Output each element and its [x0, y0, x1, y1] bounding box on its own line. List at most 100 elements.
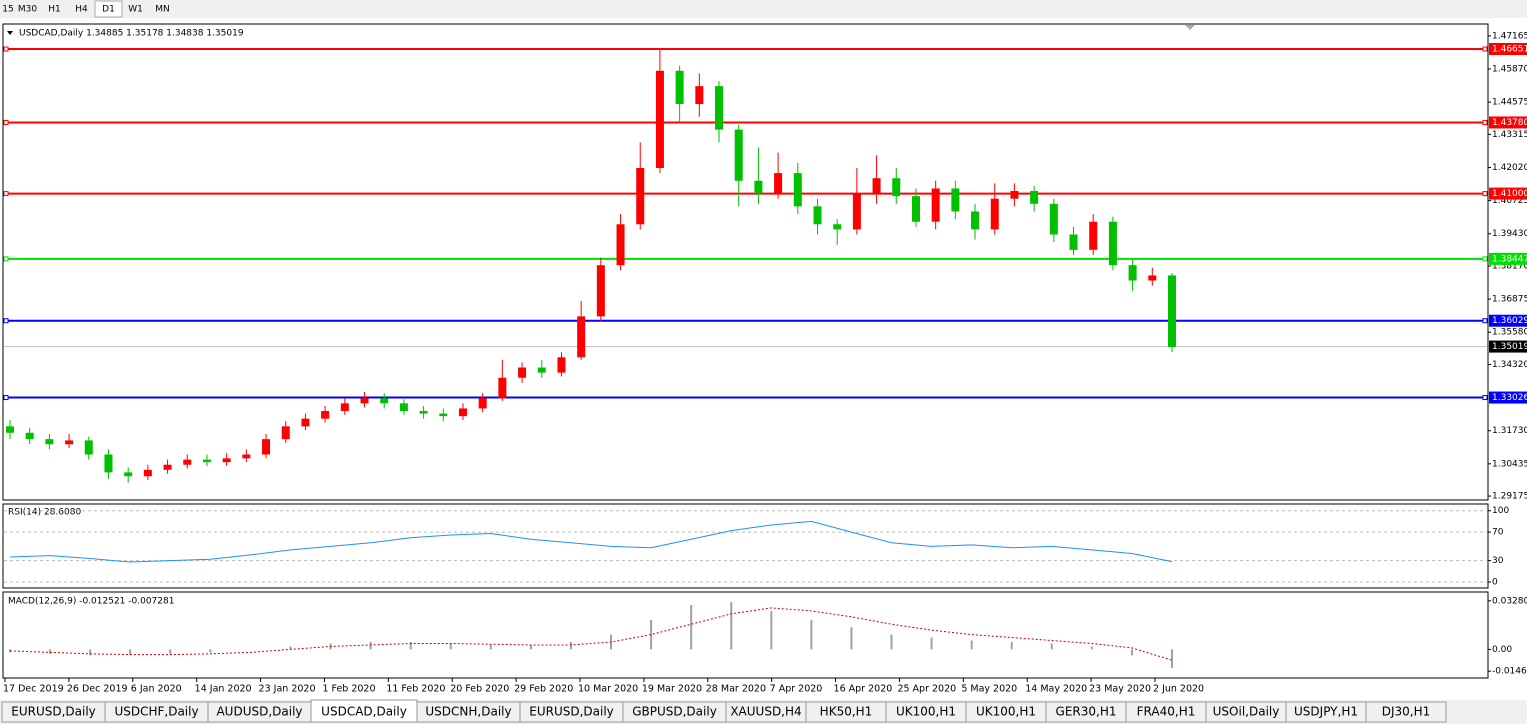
tab-label: EURUSD,Daily [11, 705, 96, 719]
x-tick-label: 7 Apr 2020 [770, 684, 823, 695]
chart-area [0, 18, 1527, 700]
x-tick-label: 17 Dec 2019 [3, 684, 64, 695]
x-tick-label: 25 Apr 2020 [897, 684, 956, 695]
x-tick-label: 2 Jun 2020 [1153, 684, 1204, 695]
candle-body [163, 464, 172, 470]
timeframe-button[interactable]: MN [155, 5, 170, 15]
timeframe-button[interactable]: M30 [18, 5, 37, 15]
price-panel [2, 23, 1489, 501]
candle-body [793, 173, 802, 207]
x-tick-label: 16 Apr 2020 [834, 684, 893, 695]
candle-body [340, 403, 349, 412]
candle-body [1069, 234, 1078, 250]
y-tick-label: 30 [1492, 556, 1504, 566]
timeframe-button[interactable]: W1 [128, 5, 143, 15]
candle-body [478, 398, 487, 409]
candle-body [360, 398, 369, 404]
level-handle [1482, 395, 1488, 401]
y-tick-label: 0 [1492, 578, 1498, 588]
level-handle [3, 46, 9, 52]
candle-body [616, 224, 625, 266]
candle-body [124, 472, 133, 477]
y-tick-label: 100 [1492, 506, 1509, 516]
candle-body [537, 367, 546, 373]
candle-body [262, 439, 271, 455]
candle-body [1168, 275, 1176, 348]
x-tick-label: 1 Feb 2020 [322, 684, 375, 695]
candle-body [1148, 275, 1157, 281]
candle-body [281, 426, 290, 440]
candle-body [596, 265, 605, 317]
x-tick-label: 19 Mar 2020 [642, 684, 702, 695]
level-label-box [1489, 391, 1527, 404]
candle-body [1108, 221, 1117, 266]
candle-body [399, 403, 408, 412]
tab-label: USDCNH,Daily [425, 705, 511, 719]
current-price-label: 1.35019 [1492, 342, 1527, 352]
candle-body [695, 86, 704, 105]
level-label-box [1489, 187, 1527, 200]
rsi-line [9, 520, 1173, 563]
level-handle [3, 318, 9, 324]
candle-body [734, 129, 743, 181]
candle-body [636, 167, 645, 225]
level-label: 1.33026 [1492, 393, 1527, 403]
candle-body [813, 206, 822, 225]
y-tick-label: 1.35580 [1492, 328, 1527, 338]
timeframe-active [94, 0, 123, 18]
candle-body [458, 408, 467, 417]
candle-body [675, 70, 684, 105]
candle-body [45, 439, 54, 445]
level-label: 1.46651 [1492, 45, 1527, 55]
candle-body [892, 178, 901, 197]
level-label-box [1489, 314, 1527, 327]
candle-body [931, 188, 940, 222]
rsi-title: RSI(14) 28.6080 [8, 508, 81, 518]
candle-body [774, 173, 783, 194]
tab[interactable] [1365, 701, 1447, 723]
candle-body [971, 211, 980, 230]
candle-body [1030, 191, 1039, 204]
y-tick-label: 1.40725 [1492, 196, 1527, 206]
candle-body [183, 459, 192, 465]
timeframe-button[interactable]: 15 [2, 5, 13, 15]
candle-body [301, 418, 310, 427]
y-tick-label: 1.31730 [1492, 426, 1527, 436]
level-label-box [1489, 252, 1527, 265]
macd-panel [2, 591, 1489, 679]
x-tick-label: 20 Feb 2020 [450, 684, 509, 695]
timeframe-button[interactable]: H4 [75, 5, 88, 15]
level-handle [1482, 191, 1488, 197]
candle-body [380, 398, 389, 404]
rsi-panel [2, 503, 1489, 589]
x-tick-label: 5 May 2020 [961, 684, 1017, 695]
candle-body [498, 377, 507, 399]
level-label: 1.43780 [1492, 118, 1527, 128]
y-tick-label: 1.36875 [1492, 295, 1527, 305]
candle-body [990, 198, 999, 230]
x-tick-label: 29 Feb 2020 [514, 684, 573, 695]
timeframe-button[interactable]: H1 [48, 5, 61, 15]
candle-body [65, 440, 74, 445]
chart-title: USDCAD,Daily 1.34885 1.35178 1.34838 1.3… [19, 29, 244, 39]
current-price-box [1489, 340, 1527, 353]
level-handle [3, 256, 9, 262]
menu-arrow [7, 31, 13, 35]
level-handle [3, 191, 9, 197]
timeframe-button[interactable]: D1 [102, 5, 115, 15]
toolbar [0, 0, 1527, 18]
candle-body [1010, 191, 1019, 199]
x-tick-label: 14 Jan 2020 [195, 684, 252, 695]
candle-body [202, 459, 211, 463]
tab-label: GBPUSD,Daily [632, 705, 717, 719]
tab-label: UK100,H1 [896, 705, 956, 719]
tab-label: USDJPY,H1 [1294, 705, 1358, 719]
tab-label: FRA40,H1 [1137, 705, 1196, 719]
x-tick-label: 26 Dec 2019 [67, 684, 128, 695]
y-tick-label: 1.38170 [1492, 261, 1527, 271]
x-tick-label: 28 Mar 2020 [706, 684, 766, 695]
candle-body [242, 454, 251, 459]
candle-body [715, 86, 724, 130]
candle-body [911, 196, 920, 222]
